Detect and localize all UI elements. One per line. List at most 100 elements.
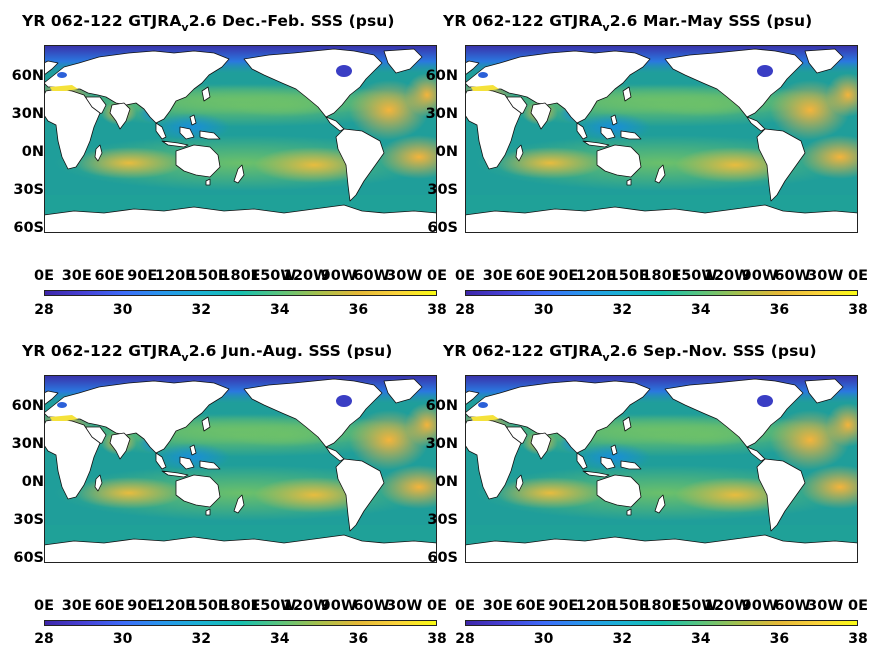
lon-tick: 180E [220, 268, 261, 284]
lon-tick: 60W [774, 598, 811, 614]
colorbar-tick-label: 28 [34, 631, 54, 647]
lon-tick: 30W [386, 598, 423, 614]
lon-tick: 60E [94, 268, 125, 284]
colorbar-tick-label: 36 [769, 631, 790, 647]
lat-tick: 0N [435, 474, 458, 490]
lat-tick: 30S [427, 182, 458, 198]
colorbar-tick-label: 28 [455, 302, 475, 318]
lon-tick: 90W [320, 268, 357, 284]
lon-tick: 60E [515, 268, 546, 284]
lon-tick: 120W [282, 268, 330, 284]
lat-tick: 60S [427, 220, 458, 236]
colorbar-tick-label: 34 [270, 631, 290, 647]
lon-tick: 120W [282, 598, 330, 614]
lon-tick: 90E [127, 598, 158, 614]
lon-tick: 0E [34, 598, 54, 614]
colorbar-tick-label: 32 [191, 302, 211, 318]
lat-tick: 0N [21, 144, 44, 160]
lon-tick: 90E [548, 268, 579, 284]
lon-tick: 30E [482, 598, 513, 614]
lat-tick: 0N [21, 474, 44, 490]
lon-tick: 0E [34, 268, 54, 284]
colorbar-tick-label: 32 [612, 302, 632, 318]
colorbar-tick-label: 30 [533, 302, 554, 318]
lat-tick: 30S [427, 512, 458, 528]
colorbar [465, 620, 858, 626]
colorbar-tick-label: 32 [191, 631, 211, 647]
sss-map [44, 45, 437, 233]
lon-tick: 30E [61, 598, 92, 614]
lon-tick: 120E [575, 598, 617, 614]
lon-tick: 150E [187, 268, 228, 284]
colorbar-tick-label: 34 [691, 631, 711, 647]
lat-tick: 60N [11, 398, 44, 414]
lon-tick: 150W [250, 268, 297, 284]
lon-tick: 60W [353, 598, 390, 614]
lat-tick: 60N [425, 68, 458, 84]
colorbar-tick-label: 38 [427, 302, 447, 318]
lat-tick: 60S [13, 550, 44, 566]
lon-tick: 30W [807, 598, 844, 614]
lat-tick: 60N [11, 68, 44, 84]
lat-tick: 30N [11, 436, 44, 452]
lon-tick: 0E [455, 268, 475, 284]
lon-tick: 0E [848, 268, 868, 284]
lat-tick: 0N [435, 144, 458, 160]
colorbar [44, 290, 437, 296]
panel-title: YR 062-122 GTJRAv2.6 Jun.-Aug. SSS (psu) [22, 342, 393, 364]
lon-tick: 60E [94, 598, 125, 614]
colorbar-tick-label: 38 [848, 302, 868, 318]
lat-tick: 60S [13, 220, 44, 236]
lon-tick: 150W [671, 598, 718, 614]
lon-tick: 0E [427, 598, 447, 614]
lon-tick: 0E [848, 598, 868, 614]
lon-tick: 150W [250, 598, 297, 614]
panel-title: YR 062-122 GTJRAv2.6 Dec.-Feb. SSS (psu) [22, 12, 395, 34]
lon-tick: 120E [575, 268, 617, 284]
colorbar-tick-label: 30 [533, 631, 554, 647]
lon-tick: 120W [703, 598, 751, 614]
lon-tick: 30E [482, 268, 513, 284]
lon-tick: 120E [154, 268, 196, 284]
colorbar [465, 290, 858, 296]
colorbar-tick-label: 38 [848, 631, 868, 647]
colorbar-tick-label: 34 [270, 302, 290, 318]
colorbar-tick-label: 30 [112, 302, 133, 318]
colorbar-tick-label: 28 [455, 631, 475, 647]
colorbar-tick-label: 38 [427, 631, 447, 647]
colorbar-tick-label: 30 [112, 631, 133, 647]
lon-tick: 60E [515, 598, 546, 614]
lon-tick: 30W [386, 268, 423, 284]
lon-tick: 180E [220, 598, 261, 614]
lon-tick: 180E [641, 598, 682, 614]
panel-title: YR 062-122 GTJRAv2.6 Sep.-Nov. SSS (psu) [443, 342, 817, 364]
lat-tick: 30S [13, 182, 44, 198]
lat-tick: 30N [11, 106, 44, 122]
colorbar-tick-label: 28 [34, 302, 54, 318]
lon-tick: 120E [154, 598, 196, 614]
lon-tick: 0E [455, 598, 475, 614]
lat-tick: 60S [427, 550, 458, 566]
lon-tick: 90E [548, 598, 579, 614]
lon-tick: 90W [320, 598, 357, 614]
lon-tick: 150E [608, 268, 649, 284]
lon-tick: 60W [774, 268, 811, 284]
lon-tick: 0E [427, 268, 447, 284]
lon-tick: 90W [741, 598, 778, 614]
lon-tick: 60W [353, 268, 390, 284]
lon-tick: 90E [127, 268, 158, 284]
sss-map [465, 45, 858, 233]
lon-tick: 120W [703, 268, 751, 284]
lat-tick: 30N [425, 436, 458, 452]
lon-tick: 180E [641, 268, 682, 284]
sss-map [44, 375, 437, 563]
colorbar-tick-label: 34 [691, 302, 711, 318]
lon-tick: 150E [608, 598, 649, 614]
sss-map [465, 375, 858, 563]
colorbar-tick-label: 36 [348, 631, 369, 647]
lon-tick: 150W [671, 268, 718, 284]
lat-tick: 30N [425, 106, 458, 122]
lon-tick: 90W [741, 268, 778, 284]
panel-title: YR 062-122 GTJRAv2.6 Mar.-May SSS (psu) [443, 12, 813, 34]
colorbar [44, 620, 437, 626]
